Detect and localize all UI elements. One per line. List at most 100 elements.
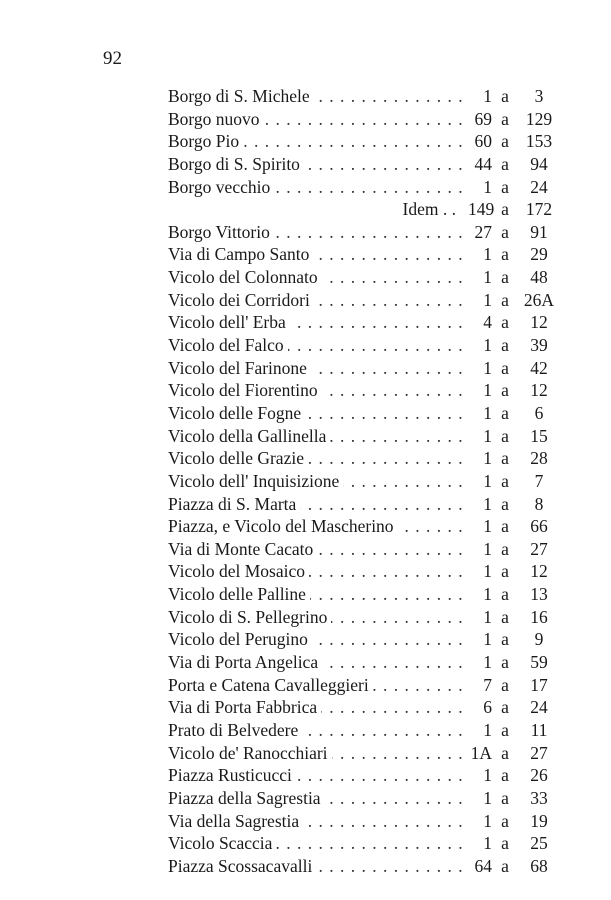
street-name-text: Borgo Vittorio (168, 221, 274, 242)
number-to: 12 (530, 561, 548, 582)
street-name: Vicolo di S. Pellegrino (168, 606, 468, 629)
index-entry: Vicolo dei Corridori 1a 26A (168, 288, 568, 312)
number-to: 3 (534, 86, 544, 106)
street-name-text: Vicolo Scaccia (168, 833, 277, 854)
index-entry: Vicolo delle Palline 1a 13 (168, 583, 568, 606)
index-entry: Via di Porta Fabbrica 6a 24 (168, 696, 568, 719)
street-name-text: Prato di Belvedere (168, 719, 303, 740)
street-name-text: Vicolo del Farinone (168, 357, 311, 378)
street-name: Vicolo de' Ranocchiari (168, 742, 468, 765)
street-name: Vicolo del Colonnato (168, 266, 468, 289)
street-name: Vicolo del Perugino (168, 628, 468, 651)
number-from: 1 (468, 85, 492, 108)
index-entry: Vicolo del Farinone 1a 42 (168, 356, 568, 380)
index-entry: Borgo di S. Michele 1a 3 (168, 85, 568, 108)
number-from: 1 (468, 832, 492, 855)
index-entry: Piazza della Sagrestia 1a 33 (168, 786, 568, 810)
number-from: 1 (468, 492, 492, 516)
street-name: Via di Porta Angelica (168, 651, 468, 674)
index-entry: Vicolo de' Ranocchiari 1A a 27 (168, 741, 568, 765)
street-name: Via di Campo Santo (168, 243, 468, 266)
number-from: 1 (468, 651, 492, 674)
number-from: 1 (468, 424, 492, 448)
range-connector: a (501, 561, 509, 582)
street-name: Via di Porta Fabbrica (168, 696, 468, 719)
street-name: Vicolo dell' Erba (168, 311, 468, 334)
range-connector: a (501, 719, 509, 740)
range-connector: a (501, 855, 509, 876)
number-to: 172 (525, 199, 553, 220)
index-entry: Piazza Scossacavalli 64 a 68 (168, 854, 568, 878)
number-to: 94 (530, 153, 548, 174)
street-name: Borgo Pio (168, 130, 468, 153)
number-from: 4 (468, 311, 492, 335)
range-connector: a (501, 470, 509, 491)
street-name-text: Porta e Catena Cavalleggieri (168, 674, 373, 695)
street-name-text: Vicolo delle Fogne (168, 402, 306, 423)
street-name: Idem . . (168, 198, 468, 221)
number-to: 66 (530, 516, 548, 537)
range-connector: a (501, 380, 509, 401)
range-connector: a (501, 425, 509, 446)
number-from: 1 (468, 243, 492, 267)
number-to: 7 (534, 470, 544, 491)
number-from: 1 (468, 605, 492, 629)
street-name-text: Via della Sagrestia (168, 810, 304, 831)
street-name: Borgo Vittorio (168, 221, 468, 244)
index-entry: Vicolo dell' Inquisizione 1a 7 (168, 469, 568, 493)
range-connector: a (501, 629, 509, 650)
index-entry: Vicolo delle Grazie 1a 28 (168, 447, 568, 470)
number-from: 1 (468, 266, 492, 289)
number-to: 29 (530, 244, 548, 265)
range-connector: a (501, 335, 509, 356)
index-entry: Borgo Vittorio 27 a 91 (168, 220, 568, 244)
number-from: 1 (468, 447, 492, 470)
range-connector: a (501, 448, 509, 469)
number-to: 27 (530, 538, 548, 559)
number-to: 27 (530, 742, 548, 763)
page-number: 92 (103, 48, 122, 69)
index-entry: Vicolo della Gallinella 1a 15 (168, 424, 568, 448)
number-from: 60 (468, 130, 492, 153)
range-connector: a (501, 108, 509, 129)
number-to: 26 (530, 765, 548, 786)
street-name: Vicolo delle Grazie (168, 447, 468, 470)
number-to: 48 (530, 267, 548, 288)
street-name-text: Vicolo de' Ranocchiari (168, 742, 332, 763)
number-to: 59 (530, 652, 548, 673)
range-connector: a (501, 538, 509, 559)
number-to: 24 (530, 697, 548, 718)
street-name-text: Vicolo del Colonnato (168, 267, 322, 288)
range-connector: a (501, 697, 509, 718)
street-name-text: Borgo di S. Spirito (168, 153, 304, 174)
index-entry: Vicolo Scaccia 1a 25 (168, 832, 568, 855)
street-name: Via della Sagrestia (168, 810, 468, 833)
number-from: 1 (468, 764, 492, 787)
number-to: 17 (530, 674, 548, 695)
street-name: Via di Monte Cacato (168, 538, 468, 561)
street-name: Vicolo Scaccia (168, 832, 468, 855)
range-connector: a (501, 267, 509, 288)
street-name: Piazza della Sagrestia (168, 787, 468, 810)
number-from: 1 (468, 515, 492, 538)
index-entry: Vicolo dell' Erba 4a 12 (168, 311, 568, 335)
number-to: 15 (530, 425, 548, 446)
street-name-text: Vicolo del Perugino (168, 629, 312, 650)
street-name-text: Piazza di S. Marta (168, 493, 301, 514)
number-to: 91 (530, 221, 548, 242)
street-name: Borgo di S. Michele (168, 85, 468, 108)
number-from: 6 (468, 696, 492, 719)
number-from: 27 (468, 220, 492, 244)
range-connector: a (501, 742, 509, 763)
street-name: Piazza Scossacavalli (168, 855, 468, 878)
number-to: 6 (534, 402, 544, 423)
street-name: Vicolo delle Palline (168, 583, 468, 606)
street-name: Porta e Catena Cavalleggieri (168, 674, 468, 697)
street-name: Vicolo del Falco (168, 334, 468, 357)
street-name-text: Vicolo dell' Erba (168, 312, 290, 333)
street-name-text: Via di Porta Angelica (168, 652, 323, 673)
number-to: 11 (530, 719, 548, 740)
range-connector: a (501, 516, 509, 537)
street-name-text: Borgo di S. Michele (168, 86, 314, 106)
number-from: 1 (468, 583, 492, 606)
